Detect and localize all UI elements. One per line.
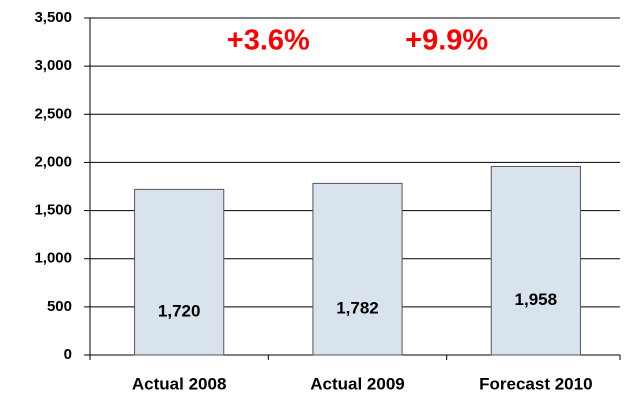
annotation: +3.6% — [227, 25, 310, 57]
x-tick-label: Actual 2008 — [132, 374, 227, 393]
y-tick-label: 3,000 — [34, 57, 72, 74]
y-tick-label: 2,000 — [34, 153, 72, 170]
y-tick-label: 500 — [47, 298, 72, 315]
bar — [134, 188, 225, 356]
x-tick-label: Actual 2009 — [310, 374, 405, 393]
value-label: 1,720 — [158, 302, 201, 321]
annotation: +9.9% — [405, 25, 488, 57]
y-tick-label: 2,500 — [34, 105, 72, 122]
value-label: 1,958 — [515, 290, 558, 309]
value-label: 1,782 — [336, 299, 379, 318]
y-tick-label: 3,500 — [34, 9, 72, 26]
bar — [312, 182, 403, 356]
y-tick-label: 0 — [64, 346, 72, 363]
bar — [490, 165, 581, 356]
y-tick-label: 1,500 — [34, 202, 72, 219]
y-tick-label: 1,000 — [34, 250, 72, 267]
x-tick-label: Forecast 2010 — [479, 374, 592, 393]
